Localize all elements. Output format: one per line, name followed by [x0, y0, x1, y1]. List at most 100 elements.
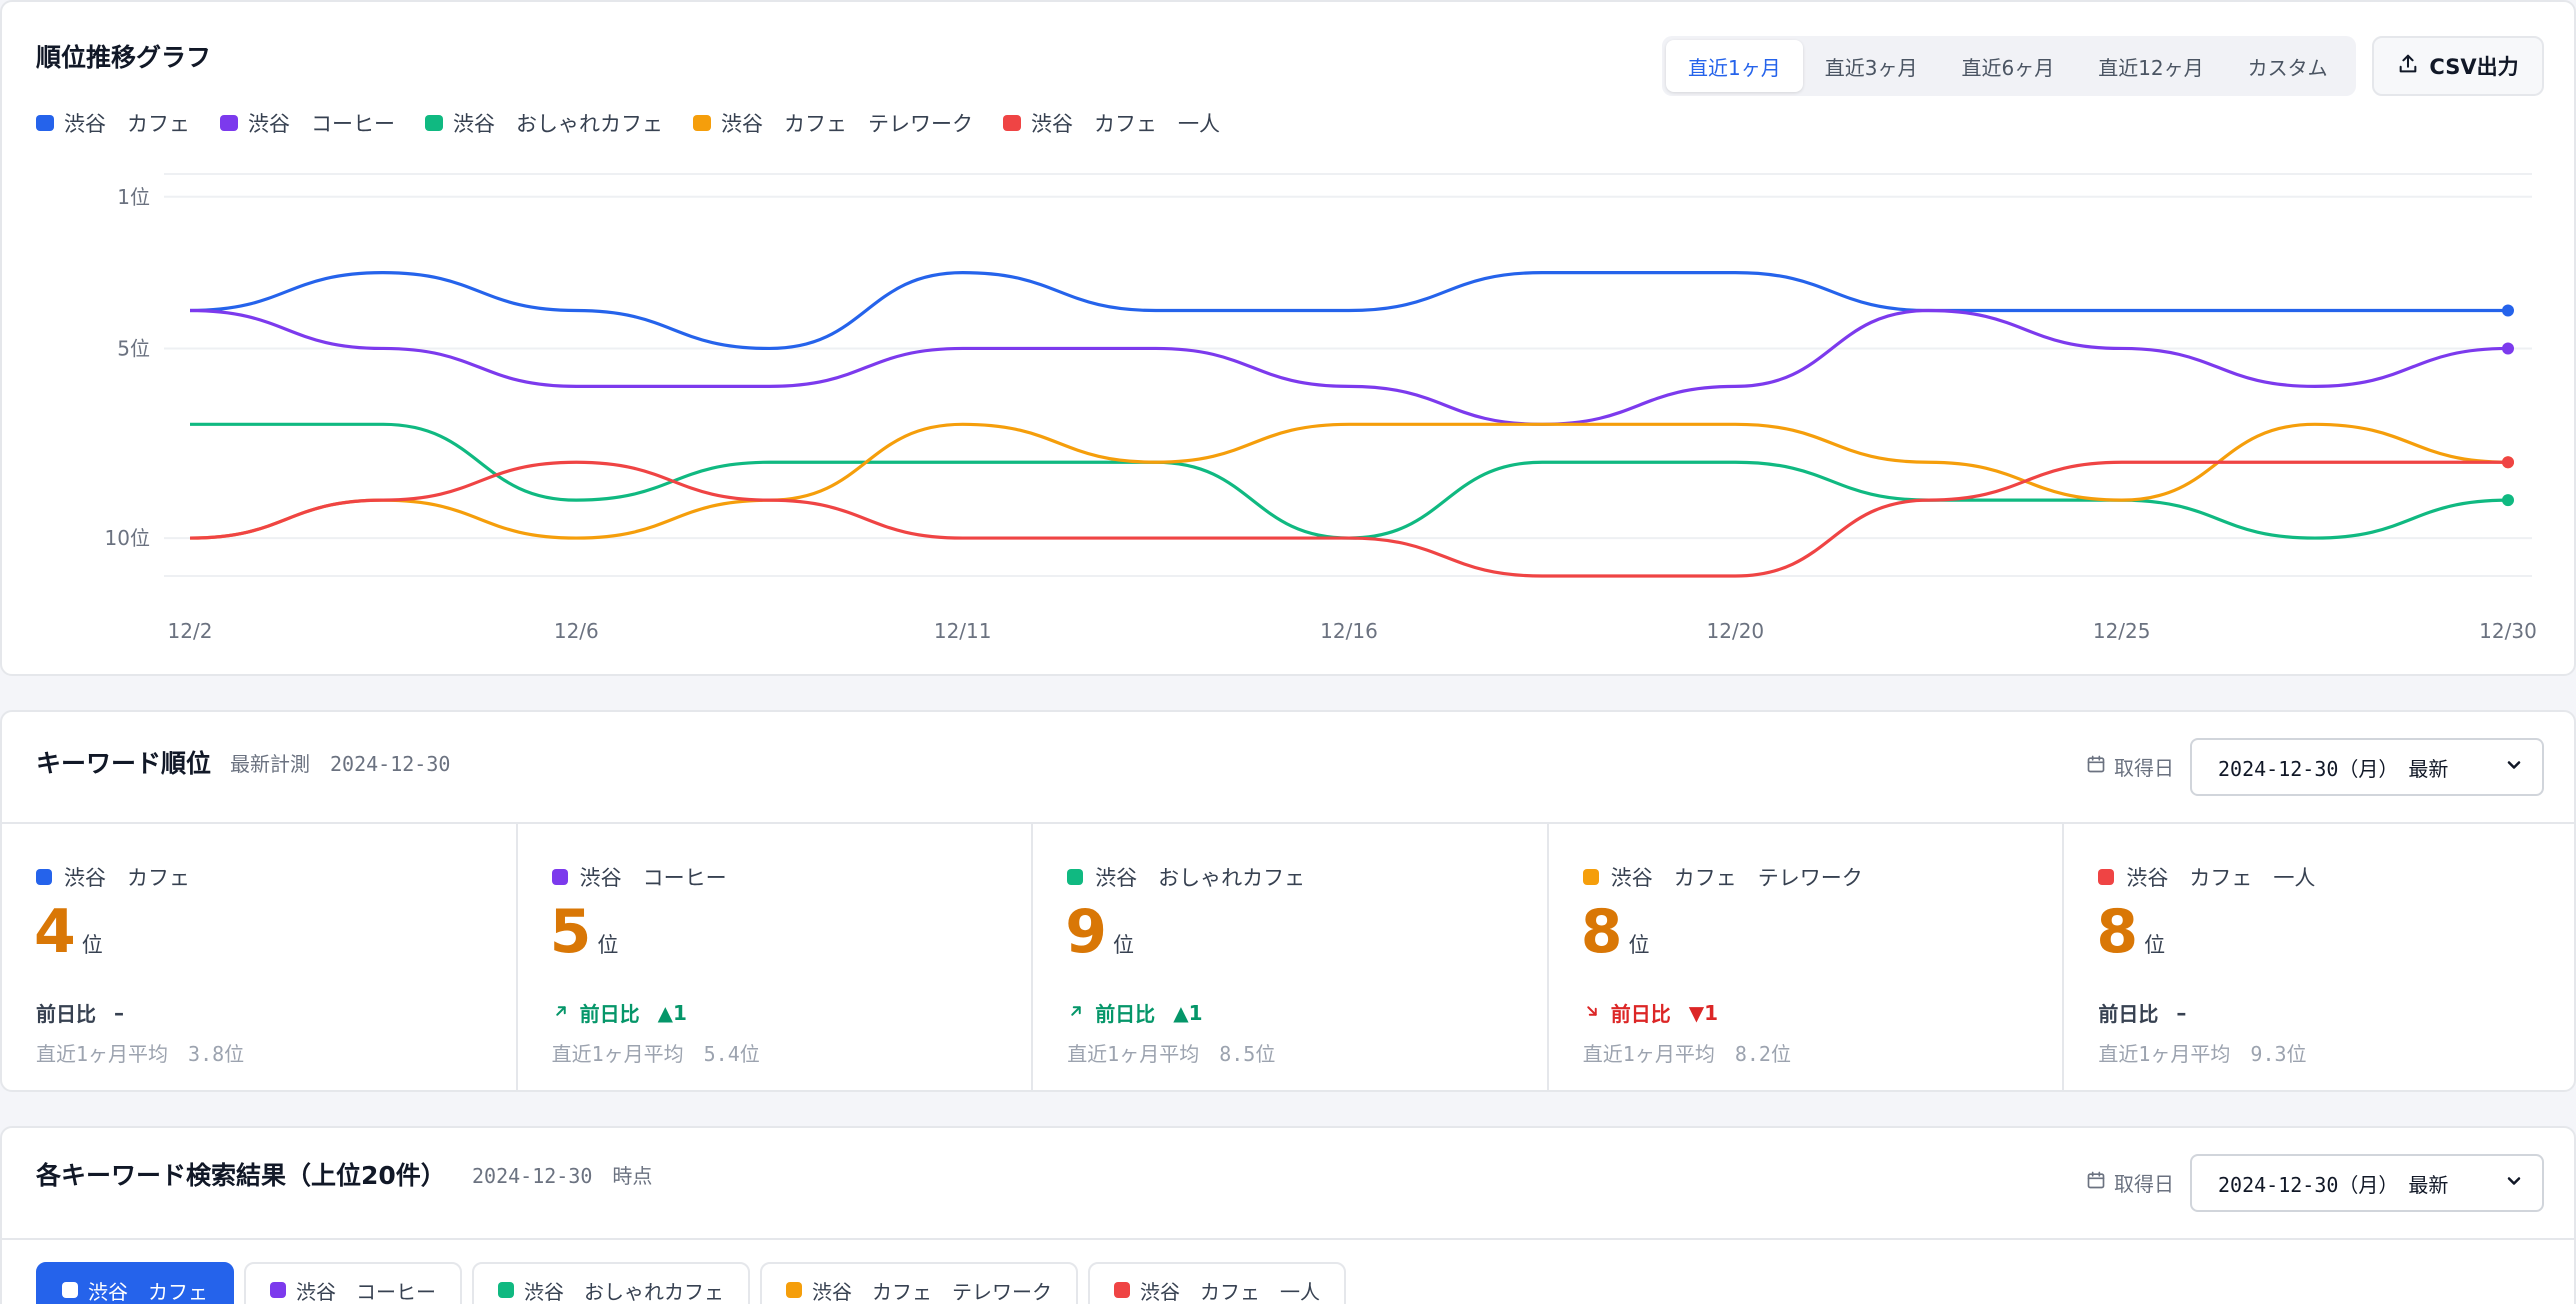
- tab-range-3m[interactable]: 直近3ヶ月: [1824, 55, 1918, 80]
- rank-change-label: 前日比: [1610, 1002, 1671, 1026]
- rank-change-value: ▼1: [1688, 1000, 1719, 1025]
- keyword-tab-group: 渋谷 カフェ 渋谷 コーヒー 渋谷 おしゃれカフェ 渋谷 カフェ テレワーク 渋谷 カフ…: [36, 1262, 1346, 1304]
- calendar-icon: [2086, 1170, 2106, 1195]
- results-date: 2024-12-30 時点: [472, 1164, 653, 1188]
- calendar-icon: [2086, 754, 2106, 779]
- rank-average: 直近1ヶ月平均 8.2位: [1582, 1042, 1791, 1066]
- y-tick-label: 10位: [105, 526, 150, 550]
- rank-change: 前日比 –: [2098, 998, 2186, 1027]
- keyword-swatch: [1582, 869, 1599, 885]
- rank-change: 前日比 ▲1: [552, 998, 687, 1027]
- rank-keyword-label: 渋谷 カフェ: [64, 866, 190, 890]
- rank-average: 直近1ヶ月平均 8.5位: [1067, 1042, 1276, 1066]
- keyword-tab[interactable]: 渋谷 カフェ 一人: [1088, 1262, 1346, 1304]
- x-tick-label: 12/6: [554, 619, 599, 643]
- x-tick-label: 12/11: [934, 619, 992, 643]
- keyword-tab[interactable]: 渋谷 おしゃれカフェ: [472, 1262, 750, 1304]
- tab-range-1m[interactable]: 直近1ヶ月: [1666, 40, 1803, 92]
- legend-swatch: [36, 115, 54, 131]
- series-end-point-4: [2502, 456, 2514, 469]
- rank-change-label: 前日比: [2098, 1002, 2159, 1026]
- keyword-tab-swatch: [62, 1282, 78, 1298]
- keyword-tab-swatch: [786, 1282, 802, 1298]
- keyword-tab-swatch: [1114, 1282, 1130, 1298]
- range-tab-group: 直近1ヶ月 直近3ヶ月 直近6ヶ月 直近12ヶ月 カスタム: [1662, 36, 2356, 96]
- results-date-label-text: 取得日: [2114, 1172, 2174, 1196]
- keyword-tab-label: 渋谷 コーヒー: [296, 1279, 436, 1304]
- legend-swatch: [220, 115, 238, 131]
- keyword-swatch: [36, 869, 52, 885]
- results-date-label: 取得日: [2086, 1168, 2174, 1197]
- chart-title: 順位推移グラフ: [36, 43, 212, 72]
- tab-range-custom[interactable]: カスタム: [2247, 55, 2328, 80]
- results-date-select[interactable]: 2024-12-30（月） 最新: [2190, 1154, 2544, 1212]
- legend-label: 渋谷 おしゃれカフェ: [453, 112, 663, 136]
- series-line-3: [189, 422, 2509, 540]
- rank-change-value: ▲1: [1173, 1000, 1203, 1025]
- rank-unit: 位: [2144, 933, 2166, 957]
- tab-range-12m[interactable]: 直近12ヶ月: [2098, 55, 2204, 80]
- rank-number: 8: [2096, 897, 2139, 967]
- rank-cell: 渋谷 おしゃれカフェ 9 位前日比 ▲1 直近1ヶ月平均 8.5位: [1033, 824, 1549, 1090]
- keyword-tab[interactable]: 渋谷 カフェ テレワーク: [760, 1262, 1078, 1304]
- chevron-down-icon: [2504, 755, 2524, 780]
- rank-card-title: キーワード順位: [36, 749, 212, 778]
- csv-export-button[interactable]: CSV出力: [2372, 36, 2544, 96]
- keyword-tab[interactable]: 渋谷 コーヒー: [244, 1262, 462, 1304]
- arrow-down-right-icon: [1583, 1001, 1601, 1025]
- rank-grid: 渋谷 カフェ 4 位前日比 – 直近1ヶ月平均 3.8位 渋谷 コーヒー 5 位前日比 ▲1 直近…: [2, 824, 2574, 1090]
- csv-export-label: CSV出力: [2429, 55, 2519, 79]
- legend-label: 渋谷 カフェ テレワーク: [721, 112, 973, 136]
- legend-item[interactable]: 渋谷 おしゃれカフェ: [425, 108, 663, 138]
- series-end-point-0: [2502, 304, 2514, 317]
- x-tick-label: 12/30: [2479, 619, 2537, 643]
- rank-unit: 位: [81, 933, 103, 957]
- series-line-0: [189, 271, 2508, 351]
- legend-swatch: [693, 115, 711, 131]
- keyword-swatch: [1067, 869, 1084, 885]
- keyword-tab[interactable]: 渋谷 カフェ: [36, 1262, 234, 1304]
- rank-change: 前日比 ▲1: [1067, 998, 1202, 1027]
- date-label-text: 取得日: [2114, 756, 2174, 780]
- keyword-tab-swatch: [270, 1282, 286, 1298]
- legend-item[interactable]: 渋谷 カフェ 一人: [1003, 108, 1220, 138]
- rank-change: 前日比 ▼1: [1583, 998, 1718, 1027]
- rank-average: 直近1ヶ月平均 5.4位: [551, 1042, 760, 1066]
- rank-change-label: 前日比: [579, 1002, 640, 1026]
- keyword-tab-label: 渋谷 カフェ: [88, 1279, 208, 1304]
- keyword-rank-card: キーワード順位 最新計測 2024-12-30 取得日 2024-12-30（月…: [0, 710, 2576, 1092]
- rank-number: 4: [34, 897, 76, 967]
- date-select[interactable]: 2024-12-30（月） 最新: [2190, 738, 2544, 796]
- search-results-card: 各キーワード検索結果（上位20件） 2024-12-30 時点 取得日 2024…: [0, 1126, 2576, 1304]
- divider: [2, 822, 2574, 824]
- rank-keyword-label: 渋谷 おしゃれカフェ: [1095, 866, 1306, 890]
- rank-keyword: 渋谷 カフェ テレワーク: [1582, 862, 1863, 892]
- rank-keyword: 渋谷 コーヒー: [551, 862, 727, 892]
- legend-item[interactable]: 渋谷 コーヒー: [220, 108, 395, 138]
- rank-unit: 位: [1112, 933, 1134, 957]
- y-tick-label: 5位: [117, 336, 150, 360]
- rank-change-value: –: [2176, 1000, 2187, 1025]
- rank-change-label: 前日比: [1095, 1002, 1156, 1026]
- rank-change: 前日比 –: [36, 998, 124, 1027]
- arrow-up-right-icon: [552, 1001, 570, 1025]
- rank-change-value: –: [114, 1000, 124, 1025]
- tab-range-6m[interactable]: 直近6ヶ月: [1961, 55, 2055, 80]
- keyword-swatch: [551, 869, 568, 885]
- chart-legend: 渋谷 カフェ 渋谷 コーヒー 渋谷 おしゃれカフェ 渋谷 カフェ テレワーク 渋谷 カフ…: [36, 108, 1220, 138]
- series-line-1: [189, 308, 2509, 426]
- legend-swatch: [425, 115, 443, 131]
- keyword-tab-label: 渋谷 カフェ 一人: [1140, 1279, 1320, 1304]
- rank-number: 8: [1580, 897, 1623, 967]
- rank-unit: 位: [1628, 933, 1650, 957]
- legend-item[interactable]: 渋谷 カフェ テレワーク: [693, 108, 973, 138]
- legend-swatch: [1003, 115, 1021, 131]
- rank-keyword: 渋谷 カフェ: [36, 862, 190, 892]
- series-end-point-2: [2502, 494, 2514, 507]
- legend-item[interactable]: 渋谷 カフェ: [36, 108, 190, 138]
- rank-cell: 渋谷 カフェ テレワーク 8 位前日比 ▼1 直近1ヶ月平均 8.2位: [1549, 824, 2065, 1090]
- rank-keyword-label: 渋谷 カフェ 一人: [2126, 866, 2316, 890]
- legend-label: 渋谷 コーヒー: [248, 112, 395, 136]
